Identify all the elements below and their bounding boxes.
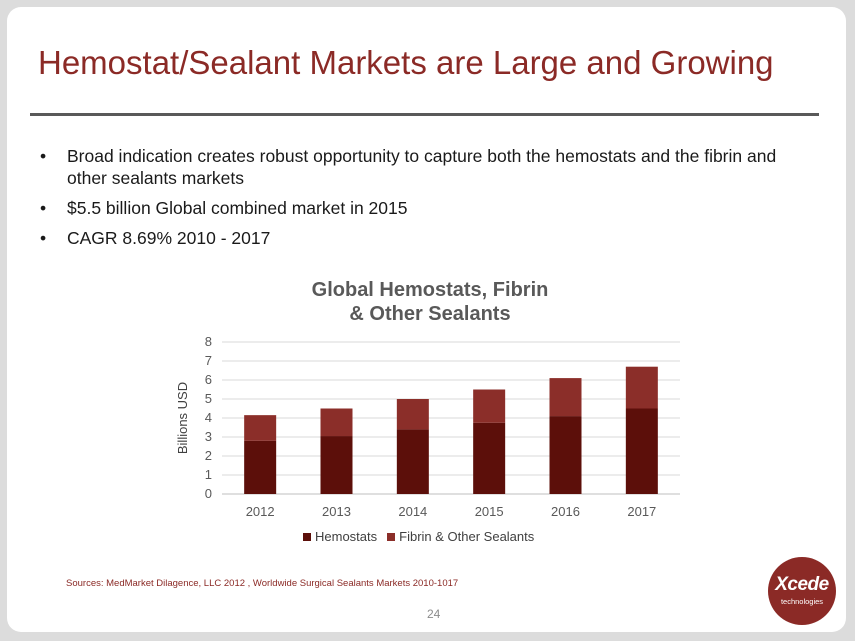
page-number: 24	[427, 607, 441, 621]
bar-sealants	[625, 366, 658, 409]
y-tick-label: 8	[205, 334, 212, 349]
bar-sealants	[396, 399, 429, 430]
bar-hemostats	[625, 408, 658, 494]
legend-label-sealants: Fibrin & Other Sealants	[399, 529, 535, 544]
y-tick-label: 0	[205, 486, 212, 501]
bullet-item: • CAGR 8.69% 2010 - 2017	[38, 227, 818, 249]
bar-hemostats	[320, 436, 353, 494]
bullet-text: $5.5 billion Global combined market in 2…	[67, 198, 408, 218]
bullet-text: CAGR 8.69% 2010 - 2017	[67, 228, 271, 248]
bullet-list: • Broad indication creates robust opportu…	[38, 145, 818, 257]
bar-hemostats	[396, 429, 429, 494]
chart-title-line-1: Global Hemostats, Fibrin	[311, 279, 549, 301]
bar-sealants	[244, 415, 277, 441]
bullet-marker: •	[40, 228, 47, 248]
logo-subtext: technologies	[780, 597, 824, 606]
bullet-item: • Broad indication creates robust opportu…	[38, 145, 818, 189]
chart-legend: Hemostats Fibrin & Other Sealants	[303, 529, 534, 544]
logo-brand: Xcede	[775, 574, 829, 595]
bar-hemostats	[473, 422, 506, 494]
bar-sealants	[549, 378, 582, 417]
legend-swatch-sealants	[387, 532, 396, 541]
x-tick-label: 2013	[322, 504, 351, 519]
y-tick-label: 1	[205, 467, 212, 482]
y-tick-label: 4	[205, 410, 212, 425]
y-tick-label: 7	[205, 353, 212, 368]
x-tick-label: 2012	[246, 504, 275, 519]
slide-title: Hemostat/Sealant Markets are Large and G…	[38, 44, 774, 81]
bullet-marker: •	[40, 198, 47, 218]
company-logo: Xcede technologies	[768, 557, 836, 625]
bar-hemostats	[549, 416, 582, 494]
y-tick-label: 6	[205, 372, 212, 387]
source-note: Sources: MedMarket Dilagence, LLC 2012 ,…	[66, 578, 459, 589]
chart-title: Global Hemostats, Fibrin & Other Sealant…	[240, 278, 620, 326]
legend-label-hemostats: Hemostats	[315, 529, 378, 544]
legend-swatch-hemostats	[303, 532, 311, 541]
chart-title-line-2: & Other Sealants	[349, 303, 511, 325]
y-tick-label: 5	[205, 391, 212, 406]
y-tick-label: 2	[205, 448, 212, 463]
bar-sealants	[320, 408, 353, 437]
bullet-text: Broad indication creates robust opportun…	[67, 146, 777, 188]
bullet-item: • $5.5 billion Global combined market in …	[38, 197, 818, 219]
x-tick-label: 2017	[627, 504, 656, 519]
title-divider	[30, 113, 819, 116]
bar-hemostats	[244, 440, 277, 494]
bar-sealants	[473, 389, 506, 423]
x-tick-label: 2014	[398, 504, 427, 519]
slide	[7, 7, 846, 632]
y-axis-label: Billions USD	[175, 382, 190, 454]
legend-item-sealants: Fibrin & Other Sealants	[387, 529, 534, 544]
bullet-marker: •	[40, 146, 47, 166]
y-tick-label: 3	[205, 429, 212, 444]
x-tick-label: 2015	[475, 504, 504, 519]
x-tick-label: 2016	[551, 504, 580, 519]
legend-item-hemostats: Hemostats	[303, 529, 377, 544]
